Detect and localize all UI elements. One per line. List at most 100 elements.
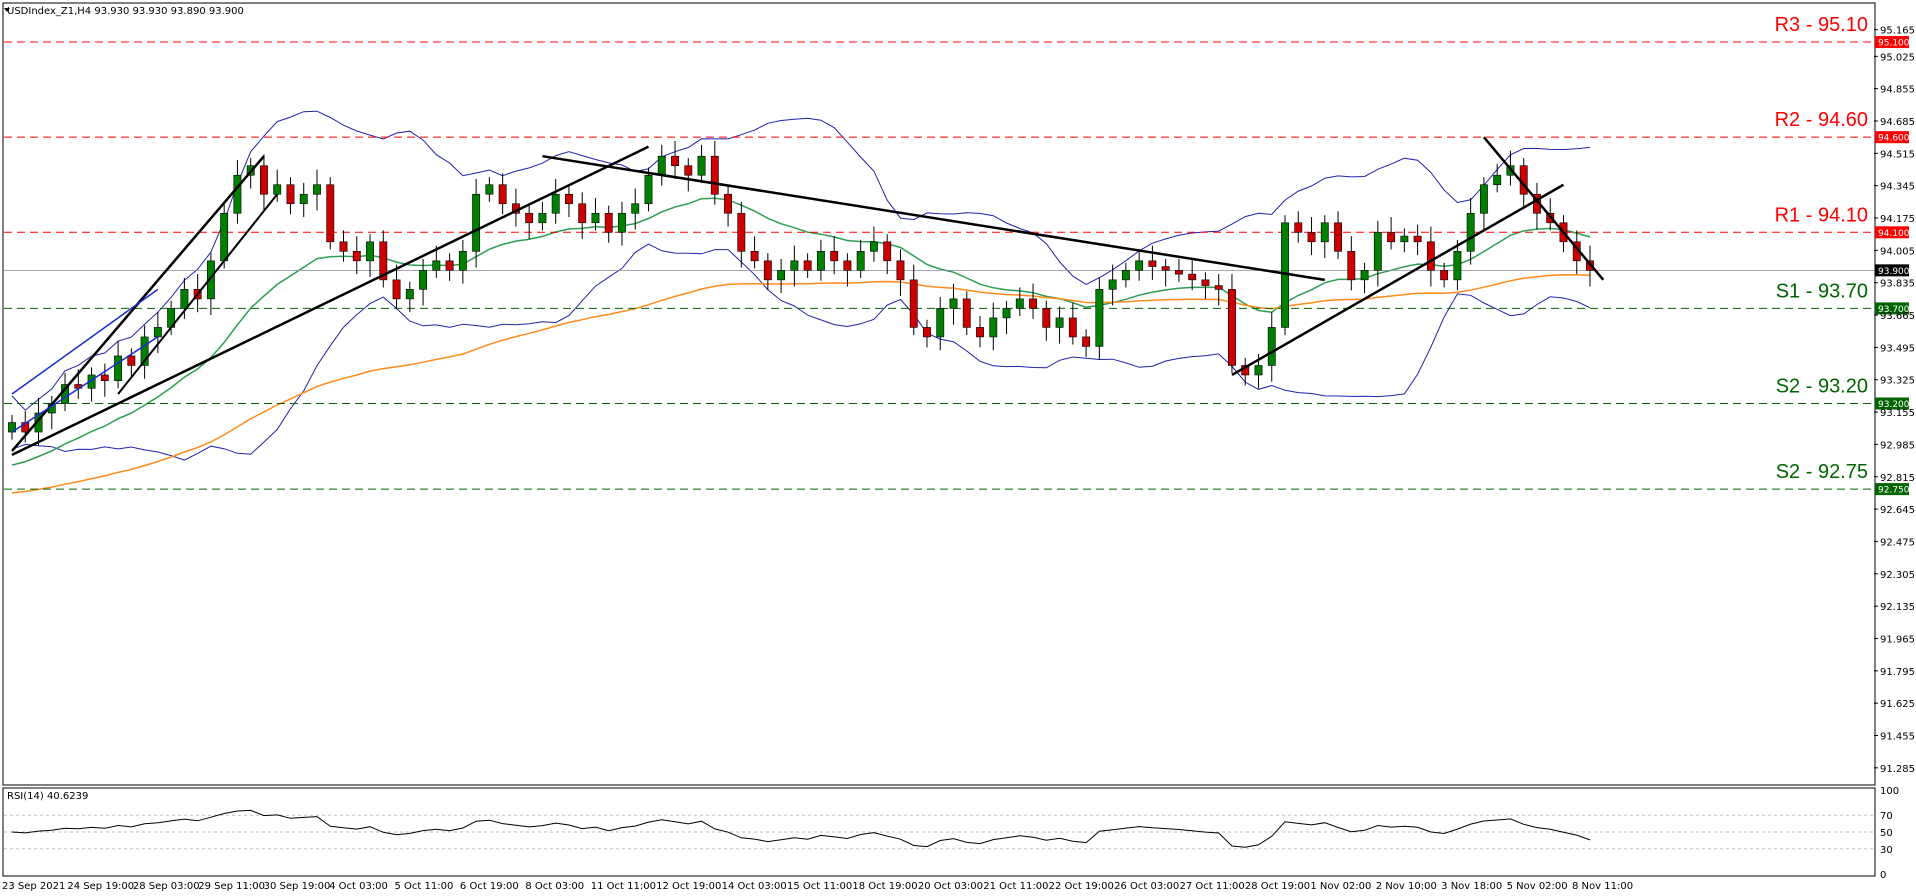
candle-body — [1042, 308, 1051, 328]
candle-body — [273, 184, 282, 195]
candle-body — [883, 241, 892, 262]
channel-upper-line — [11, 288, 159, 395]
trendline-downtrend — [542, 154, 1325, 282]
candle-body — [869, 241, 878, 252]
candle-body — [100, 374, 109, 381]
candle-body — [339, 241, 348, 252]
candle-body — [1148, 260, 1157, 267]
candle-body — [1015, 298, 1024, 309]
candle-body — [976, 327, 984, 338]
price-axis-tick-label: 91.795 — [1880, 667, 1915, 678]
price-axis-tick-label: 93.665 — [1880, 311, 1915, 322]
time-axis-tick-label: 23 Sep 2021 — [2, 881, 65, 892]
level-price-badge — [1875, 131, 1909, 144]
level-label: R3 - 95.10 — [1775, 14, 1868, 36]
support-resistance-levels: R3 - 95.10 95.100 R2 - 94.60 94.600 R1 - 94.… — [4, 14, 1910, 496]
candle-body — [1029, 298, 1037, 309]
candle-body — [87, 374, 96, 389]
candle-body — [923, 327, 931, 338]
candle-body — [485, 184, 494, 195]
level-price-badge-label: 92.750 — [1878, 486, 1910, 496]
level-label: R1 - 94.10 — [1775, 204, 1868, 226]
candle-body — [737, 212, 746, 252]
price-axis-tick-label: 92.985 — [1880, 440, 1915, 451]
candlesticks — [8, 140, 1594, 446]
candle-body — [114, 355, 123, 381]
time-axis-tick-label: 8 Nov 11:00 — [1572, 881, 1633, 892]
level-price-badge-label: 94.600 — [1878, 134, 1910, 144]
candle-body — [260, 165, 268, 195]
price-axis-tick-label: 92.815 — [1880, 473, 1915, 484]
chart-header-symbol: USDIndex_Z1,H4 93.930 93.930 93.890 93.9… — [7, 6, 244, 17]
current-price-badge — [1875, 264, 1909, 277]
candle-body — [1267, 327, 1276, 366]
candle-body — [1214, 285, 1223, 290]
candle-body — [565, 193, 573, 205]
rsi-header-label: RSI(14) 40.6239 — [7, 791, 88, 802]
candle-body — [1121, 270, 1130, 281]
candle-body — [830, 251, 839, 262]
candle-body — [458, 251, 467, 271]
time-axis-tick-label: 11 Oct 11:00 — [591, 881, 656, 892]
candle-body — [1082, 336, 1091, 347]
candle-body — [909, 279, 918, 328]
price-axis-tick-label: 92.135 — [1880, 602, 1915, 613]
candle-body — [220, 212, 229, 262]
level-price-badge-label: 93.700 — [1878, 305, 1910, 315]
time-axis-tick-label: 12 Oct 19:00 — [656, 881, 721, 892]
price-axis-tick-label: 94.855 — [1880, 85, 1915, 96]
price-axis-tick-label: 92.475 — [1880, 537, 1915, 548]
candle-body — [1479, 184, 1488, 214]
moving-average-orange — [11, 274, 1591, 494]
rsi-line — [11, 809, 1591, 848]
candle-body — [153, 327, 162, 338]
candle-body — [604, 212, 613, 233]
candle-body — [949, 298, 958, 309]
candle-body — [962, 298, 971, 328]
candle-body — [1360, 270, 1369, 281]
candle-body — [392, 279, 401, 300]
price-axis: 95.165 95.025 94.855 94.685 94.515 94.345 94.1… — [1874, 26, 1915, 775]
candle-body — [140, 336, 149, 366]
price-axis-tick-label: 95.025 — [1880, 52, 1915, 63]
candle-body — [671, 155, 679, 167]
candle-body — [631, 203, 640, 214]
candle-body — [936, 308, 945, 338]
bollinger-upper-band — [11, 110, 1591, 411]
candle-body — [1413, 235, 1422, 243]
trendline-recovery — [1231, 183, 1565, 377]
candle-body — [710, 155, 719, 195]
candle-body — [777, 270, 786, 281]
candle-body — [618, 212, 626, 233]
price-axis-tick-label: 94.175 — [1880, 214, 1915, 225]
candle-body — [1347, 251, 1356, 281]
candle-body — [8, 422, 16, 433]
time-axis-tick-label: 5 Oct 11:00 — [395, 881, 454, 892]
candle-body — [763, 260, 772, 281]
rsi-axis-tick-label: 70 — [1880, 811, 1893, 822]
level-price-badge — [1875, 36, 1909, 49]
candle-body — [790, 260, 799, 271]
candle-body — [1426, 241, 1435, 271]
candle-body — [1201, 279, 1210, 286]
rsi-indicator: 100 70 50 30 0 — [4, 786, 1899, 881]
candle-body — [1466, 212, 1475, 252]
candle-body — [896, 260, 905, 281]
candle-body — [856, 251, 865, 271]
candle-body — [657, 155, 666, 176]
candle-body — [1440, 270, 1449, 281]
time-axis-tick-label: 28 Sep 03:00 — [133, 881, 200, 892]
time-axis-tick-label: 28 Oct 19:00 — [1245, 881, 1310, 892]
trendlines — [11, 136, 1605, 457]
price-axis-tick-label: 94.005 — [1880, 246, 1915, 257]
channel-lower-line — [11, 336, 159, 433]
candle-body — [697, 155, 706, 176]
candle-body — [1055, 317, 1064, 328]
candle-body — [1108, 279, 1117, 290]
time-axis-tick-label: 30 Sep 19:00 — [264, 881, 331, 892]
time-axis-tick-label: 2 Nov 10:00 — [1376, 881, 1437, 892]
dropdown-triangle-icon[interactable] — [4, 8, 10, 12]
